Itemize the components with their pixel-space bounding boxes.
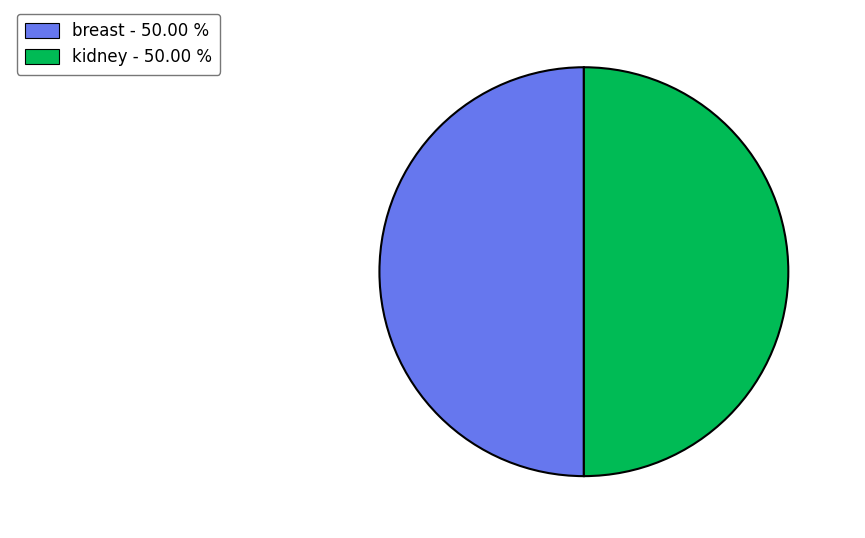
Wedge shape xyxy=(380,67,584,476)
Wedge shape xyxy=(584,67,788,476)
Legend: breast - 50.00 %, kidney - 50.00 %: breast - 50.00 %, kidney - 50.00 % xyxy=(17,13,221,75)
